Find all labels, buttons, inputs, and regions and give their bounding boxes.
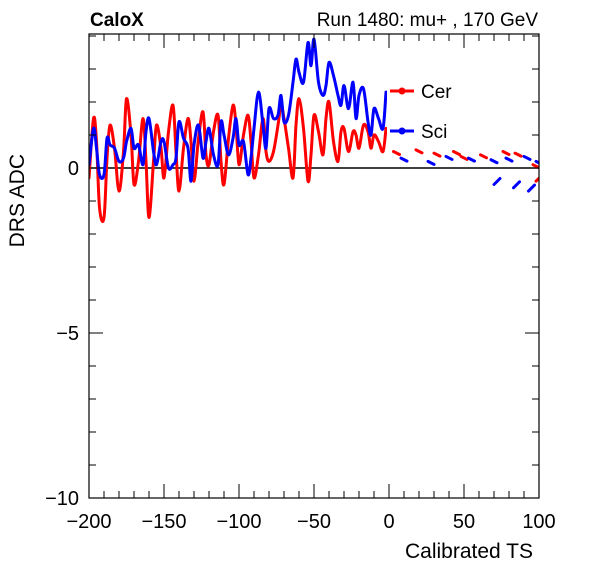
series-point-sci — [522, 154, 532, 161]
series-point-cer — [501, 150, 511, 156]
chart-header-right: Run 1480: mu+ , 170 GeV — [317, 10, 539, 31]
x-tick-label: 100 — [522, 511, 555, 533]
series-point-sci — [527, 183, 536, 193]
x-tick-label: 50 — [453, 511, 475, 533]
x-tick-label: −50 — [297, 511, 331, 533]
series-point-cer — [459, 154, 469, 161]
series-point-sci — [399, 156, 409, 163]
series-point-cer — [452, 150, 461, 156]
legend-label-sci: Sci — [421, 122, 447, 143]
series-point-sci — [492, 177, 502, 186]
series-point-sci — [489, 158, 499, 165]
x-tick-label: −200 — [66, 511, 111, 533]
series-point-cer — [479, 153, 488, 160]
series-point-sci — [504, 156, 514, 163]
series-point-cer — [534, 176, 539, 183]
series-line-cer — [89, 97, 388, 223]
series-point-cer — [392, 150, 401, 156]
x-axis: −200 −150 −100 −50 0 50 100 — [66, 34, 556, 533]
legend-marker-sci — [398, 127, 406, 135]
x-tick-label: −150 — [141, 511, 186, 533]
series-point-sci — [512, 180, 521, 190]
series-point-sci — [444, 154, 454, 161]
series-point-cer — [531, 163, 539, 170]
plot-area — [89, 37, 539, 223]
series-point-cer — [513, 151, 523, 158]
series-point-sci — [426, 159, 436, 166]
y-tick-label: −5 — [56, 323, 79, 345]
chart-header-left: CaloX — [90, 10, 144, 31]
x-tick-label: 0 — [383, 511, 394, 533]
series-point-cer — [432, 151, 442, 158]
series-point-sci — [534, 159, 539, 165]
legend-label-cer: Cer — [421, 82, 452, 103]
x-tick-label: −100 — [216, 511, 261, 533]
series-line-sci — [89, 37, 388, 183]
legend: Cer Sci — [387, 72, 461, 143]
y-axis: −10 −5 0 — [45, 35, 539, 510]
y-tick-label: 0 — [68, 158, 79, 180]
y-tick-label: −10 — [45, 488, 79, 510]
series-point-cer — [414, 148, 424, 155]
legend-marker-cer — [398, 87, 406, 95]
series-point-sci — [467, 156, 476, 163]
x-axis-title: Calibrated TS — [405, 540, 533, 563]
y-axis-title: DRS ADC — [6, 154, 29, 247]
